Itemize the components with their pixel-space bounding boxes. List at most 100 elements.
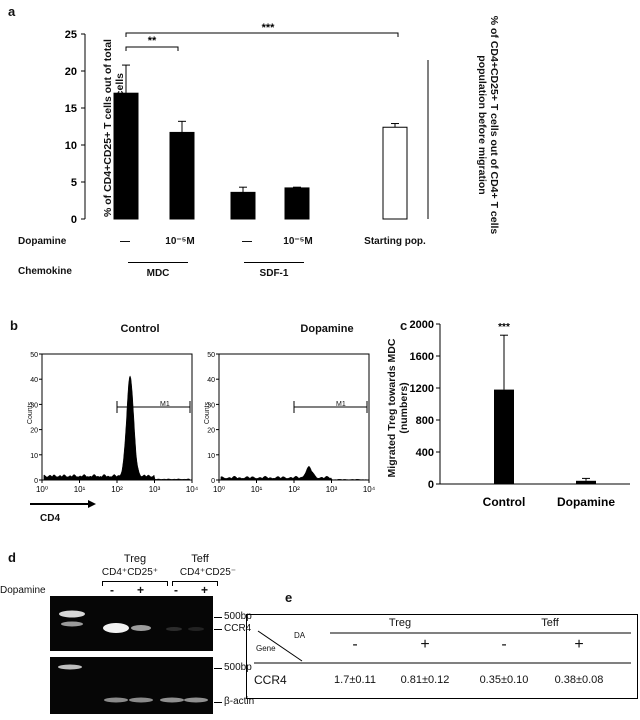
treg-col-header: Treg — [388, 617, 412, 629]
gate-label-control: M1 — [160, 401, 170, 408]
x-tick-label: 10⁰ — [36, 485, 48, 494]
x-category-label: Control — [483, 495, 526, 509]
y-tick-label: 0 — [428, 479, 434, 491]
tick-actin — [214, 702, 222, 703]
panel-b-histograms: 0 10 20 30 40 50 10⁰ 10¹ 10² 10³ 10⁴ 0 10 20 30 40 50 10⁰… — [30, 352, 376, 508]
y-tick-label: 40 — [207, 377, 215, 384]
y-tick-label: 50 — [207, 352, 215, 359]
y-tick-label: 10 — [207, 453, 215, 460]
bar — [113, 92, 139, 220]
chemokine-row-label: Chemokine — [18, 266, 72, 277]
ccr4-band — [131, 625, 151, 631]
x-tick-label: 10⁴ — [186, 485, 199, 494]
treg-header: Treg — [123, 553, 147, 565]
gel-ccr4-bands — [59, 610, 204, 633]
y-tick-label: 30 — [207, 402, 215, 409]
y-tick-label: 20 — [65, 66, 77, 78]
teff-header: Teff — [191, 553, 209, 565]
dopamine-row-label: Dopamine — [18, 236, 67, 247]
y-tick-label: 0 — [34, 478, 38, 485]
ladder-band — [58, 664, 82, 670]
diagonal-divider — [257, 630, 303, 662]
ccr4-band — [103, 623, 129, 633]
y-tick-label: 40 — [30, 377, 38, 384]
treg-bracket — [102, 581, 168, 586]
lane-sign: + — [137, 583, 145, 597]
x-tick-label: 10³ — [326, 485, 338, 494]
ccr4-row-label: CCR4 — [254, 673, 287, 687]
sign-header: + — [574, 636, 584, 653]
panel-c-chart: 0 400 800 1200 1600 2000 Control Dopamine *** — [410, 319, 630, 509]
bar — [382, 126, 408, 220]
y-tick-label: 5 — [71, 177, 77, 189]
y-tick-label: 10 — [65, 140, 77, 152]
chemokine-label-sdf1: SDF-1 — [259, 268, 289, 279]
panel-e-label: e — [285, 590, 293, 605]
cd4-axis-label: CD4 — [40, 513, 61, 524]
teff-bracket — [172, 581, 218, 586]
histogram-area — [220, 466, 368, 481]
tick-ccr4 — [214, 629, 222, 630]
table-value: 0.38±0.08 — [554, 674, 604, 686]
expression-table — [246, 614, 638, 699]
x-tick-label: 10² — [288, 485, 300, 494]
lane-sign: + — [201, 583, 209, 597]
y-tick-label: 50 — [30, 352, 38, 359]
bp-marker-1: 500bp — [224, 611, 252, 622]
condition-label: Starting pop. — [364, 236, 426, 247]
y-tick-label: 1200 — [410, 383, 434, 395]
bar — [576, 480, 596, 484]
treg-phenotype: CD4⁺CD25⁺ — [101, 567, 159, 578]
y-tick-label: 2000 — [410, 319, 434, 331]
teff-phenotype: CD4⁺CD25⁻ — [179, 567, 237, 578]
chemokine-label-mdc: MDC — [146, 268, 170, 279]
y-tick-label: 20 — [207, 428, 215, 435]
sign-header: - — [352, 636, 358, 653]
histogram-frame — [218, 353, 370, 481]
y-tick-label: 25 — [65, 29, 77, 41]
panel-c-label: c — [400, 318, 408, 333]
y-tick-label: 20 — [30, 428, 38, 435]
bar — [230, 191, 256, 220]
cd4-arrow-head — [88, 500, 96, 508]
gel-ccr4 — [50, 596, 213, 651]
actin-band — [104, 697, 128, 703]
gene-header: Gene — [256, 644, 276, 653]
lane-sign: - — [110, 583, 114, 597]
sig-label-1: ** — [148, 35, 157, 47]
bar — [169, 131, 195, 220]
x-tick-label: 10¹ — [251, 485, 263, 494]
sig-bracket-1 — [125, 46, 179, 51]
table-value: 1.7±0.11 — [334, 674, 376, 686]
ccr4-band — [188, 627, 204, 631]
x-tick-label: 10⁰ — [213, 485, 225, 494]
actin-band — [184, 697, 208, 703]
sdf1-bracket — [244, 262, 304, 263]
condition-label: — — [120, 236, 130, 247]
histogram-title-dopamine: Dopamine — [300, 323, 354, 335]
tick-500bp — [214, 668, 222, 669]
bar — [494, 389, 514, 484]
ccr4-band-label: CCR4 — [224, 623, 252, 634]
dopamine-label: Dopamine — [0, 585, 46, 596]
y-tick-label: 15 — [65, 103, 77, 115]
sig-label-2: *** — [262, 22, 276, 34]
x-tick-label: 10² — [111, 485, 123, 494]
panel-b-label: b — [10, 318, 18, 333]
actin-band — [160, 697, 184, 703]
x-tick-label: 10¹ — [74, 485, 86, 494]
bp-marker-2: 500bp — [224, 662, 252, 673]
mdc-bracket — [128, 262, 188, 263]
table-value: 0.81±0.12 — [400, 674, 450, 686]
actin-band — [129, 697, 153, 703]
histogram-frame — [41, 353, 193, 481]
ccr4-band — [166, 627, 182, 631]
actin-band-label: β-actin — [224, 696, 255, 707]
x-category-label: Dopamine — [557, 495, 615, 509]
gate-label-dopamine: M1 — [336, 401, 346, 408]
table-lines — [254, 630, 631, 664]
sign-header: + — [420, 636, 430, 653]
x-tick-label: 10⁴ — [363, 485, 376, 494]
panel-d-label: d — [8, 550, 16, 565]
condition-label: 10⁻⁵M — [283, 236, 313, 247]
